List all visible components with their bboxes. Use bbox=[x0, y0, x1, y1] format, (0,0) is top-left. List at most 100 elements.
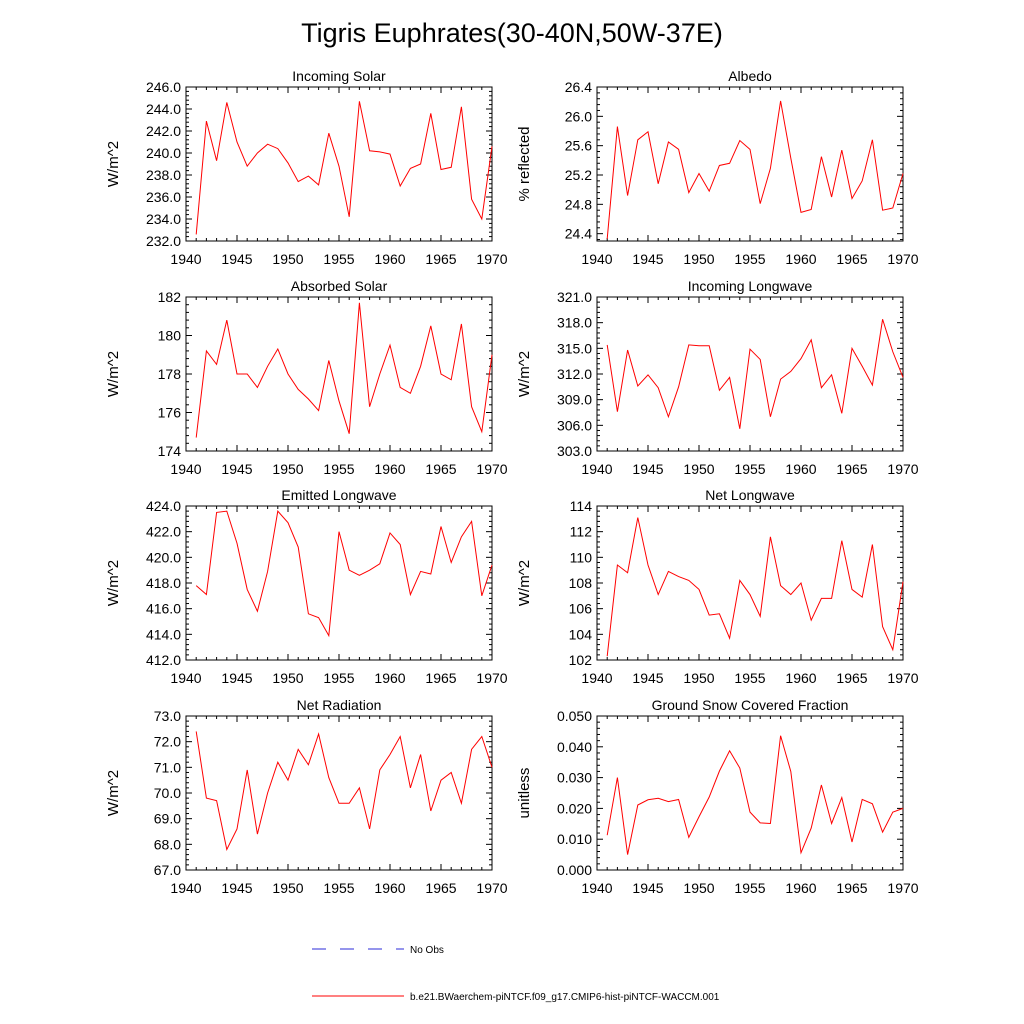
series-line-1 bbox=[606, 517, 904, 657]
y-tick-label: 102 bbox=[569, 652, 593, 668]
y-tick-label: 0.050 bbox=[557, 708, 592, 724]
x-tick-label: 1970 bbox=[887, 670, 918, 686]
y-axis-label: W/m^2 bbox=[105, 560, 122, 606]
x-tick-label: 1945 bbox=[632, 251, 663, 267]
y-tick-label: 414.0 bbox=[146, 626, 181, 642]
x-tick-label: 1960 bbox=[785, 461, 816, 477]
x-tick-label: 1955 bbox=[734, 461, 765, 477]
chart-panel-8: Ground Snow Covered Fraction unitless 1940… bbox=[516, 697, 919, 896]
series-line-1 bbox=[195, 101, 493, 235]
y-tick-label: 312.0 bbox=[557, 366, 592, 382]
x-tick-label: 1950 bbox=[683, 251, 714, 267]
y-tick-label: 67.0 bbox=[154, 862, 181, 878]
panel-title: Absorbed Solar bbox=[291, 278, 388, 294]
y-tick-label: 0.000 bbox=[557, 862, 592, 878]
x-tick-label: 1970 bbox=[887, 251, 918, 267]
y-tick-label: 0.030 bbox=[557, 770, 592, 786]
y-tick-label: 416.0 bbox=[146, 601, 181, 617]
y-tick-label: 418.0 bbox=[146, 575, 181, 591]
plot-frame bbox=[185, 715, 493, 871]
x-tick-label: 1940 bbox=[581, 251, 612, 267]
chart-panel-7: Net Radiation W/m^2 1940 1945 1950 1955 1960 19… bbox=[105, 697, 508, 896]
x-tick-label: 1945 bbox=[221, 880, 252, 896]
y-tick-label: 0.020 bbox=[557, 800, 592, 816]
y-tick-label: 238.0 bbox=[146, 167, 181, 183]
x-tick-label: 1960 bbox=[785, 670, 816, 686]
y-tick-label: 112 bbox=[570, 524, 593, 540]
x-tick-label: 1955 bbox=[734, 670, 765, 686]
x-tick-label: 1965 bbox=[425, 880, 456, 896]
y-tick-label: 176 bbox=[158, 405, 182, 421]
series-line-1 bbox=[195, 302, 493, 438]
x-tick-label: 1950 bbox=[683, 670, 714, 686]
y-tick-label: 108 bbox=[569, 575, 593, 591]
y-tick-label: 306.0 bbox=[557, 417, 592, 433]
x-tick-label: 1970 bbox=[476, 251, 507, 267]
x-tick-label: 1955 bbox=[734, 880, 765, 896]
y-axis-label: unitless bbox=[516, 768, 533, 819]
y-tick-label: 412.0 bbox=[146, 652, 181, 668]
x-tick-label: 1970 bbox=[476, 461, 507, 477]
plot-frame bbox=[185, 86, 493, 242]
y-tick-label: 71.0 bbox=[154, 759, 181, 775]
x-tick-label: 1960 bbox=[374, 880, 405, 896]
y-tick-label: 182 bbox=[158, 289, 182, 305]
y-tick-label: 244.0 bbox=[146, 101, 181, 117]
x-tick-label: 1960 bbox=[374, 461, 405, 477]
plot-frame bbox=[185, 505, 493, 661]
panel-title: Incoming Solar bbox=[292, 68, 386, 84]
x-tick-label: 1970 bbox=[887, 461, 918, 477]
y-tick-label: 246.0 bbox=[146, 79, 181, 95]
x-tick-label: 1955 bbox=[734, 251, 765, 267]
y-tick-label: 68.0 bbox=[154, 836, 181, 852]
y-tick-label: 240.0 bbox=[146, 145, 181, 161]
panel-title: Ground Snow Covered Fraction bbox=[652, 697, 849, 713]
x-tick-label: 1945 bbox=[632, 461, 663, 477]
plot-frame bbox=[596, 86, 904, 242]
x-tick-label: 1950 bbox=[272, 670, 303, 686]
y-tick-label: 315.0 bbox=[557, 340, 592, 356]
legend: No Obs b.e21.BWaerchem-piNTCF.f09_g17.CM… bbox=[312, 945, 720, 1003]
x-tick-label: 1960 bbox=[374, 670, 405, 686]
chart-panel-5: Emitted Longwave W/m^2 1940 1945 1950 1955 196… bbox=[105, 487, 508, 686]
x-tick-label: 1955 bbox=[323, 461, 354, 477]
series-line-1 bbox=[195, 731, 493, 851]
y-tick-label: 0.010 bbox=[557, 831, 592, 847]
panel-title: Net Longwave bbox=[705, 487, 795, 503]
y-tick-label: 25.6 bbox=[565, 138, 592, 154]
y-axis-label: W/m^2 bbox=[516, 560, 533, 606]
y-axis-label: W/m^2 bbox=[105, 141, 122, 187]
y-tick-label: 26.4 bbox=[565, 79, 592, 95]
x-tick-label: 1940 bbox=[581, 670, 612, 686]
series-line-1 bbox=[606, 735, 904, 855]
y-tick-label: 24.4 bbox=[565, 226, 592, 242]
chart-panel-3: Absorbed Solar W/m^2 1940 1945 1950 1955 1960 1… bbox=[105, 278, 508, 477]
y-tick-label: 180 bbox=[158, 328, 182, 344]
panels: Incoming Solar W/m^2 1940 1945 1950 1955 1960 1… bbox=[105, 68, 919, 896]
y-tick-label: 303.0 bbox=[557, 443, 592, 459]
y-tick-label: 422.0 bbox=[146, 524, 181, 540]
x-tick-label: 1955 bbox=[323, 251, 354, 267]
chart-panel-2: Albedo % reflected 1940 1945 1950 1955 1960 196… bbox=[516, 68, 919, 267]
x-tick-label: 1940 bbox=[170, 251, 201, 267]
y-tick-label: 234.0 bbox=[146, 211, 181, 227]
x-tick-label: 1950 bbox=[272, 251, 303, 267]
y-tick-label: 232.0 bbox=[146, 233, 181, 249]
x-tick-label: 1950 bbox=[683, 880, 714, 896]
plot-frame bbox=[185, 296, 493, 452]
panel-title: Emitted Longwave bbox=[281, 487, 396, 503]
y-tick-label: 106 bbox=[569, 601, 593, 617]
y-axis-label: % reflected bbox=[516, 126, 533, 201]
x-tick-label: 1965 bbox=[836, 461, 867, 477]
y-tick-label: 24.8 bbox=[565, 196, 592, 212]
x-tick-label: 1970 bbox=[476, 670, 507, 686]
y-tick-label: 236.0 bbox=[146, 189, 181, 205]
y-tick-label: 321.0 bbox=[557, 289, 592, 305]
y-tick-label: 318.0 bbox=[557, 315, 592, 331]
x-tick-label: 1955 bbox=[323, 880, 354, 896]
chart-panel-1: Incoming Solar W/m^2 1940 1945 1950 1955 1960 1… bbox=[105, 68, 508, 267]
x-tick-label: 1945 bbox=[221, 251, 252, 267]
series-line-1 bbox=[606, 319, 904, 429]
x-tick-label: 1965 bbox=[425, 251, 456, 267]
x-tick-label: 1950 bbox=[272, 461, 303, 477]
